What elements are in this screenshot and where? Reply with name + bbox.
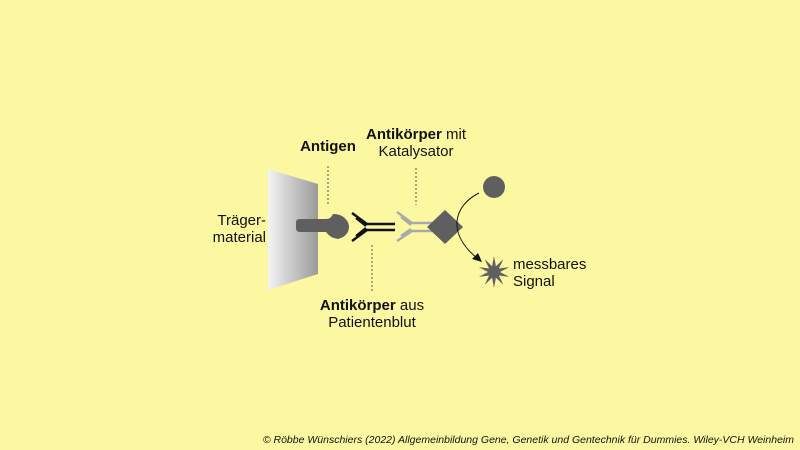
patient-antibody (351, 212, 395, 242)
patient-antibody-label-line2: Patientenblut (328, 314, 416, 331)
catalyst-antibody-label-line2: Katalysator (378, 143, 454, 160)
antigen-label-text: Antigen (300, 138, 356, 155)
signal-star (478, 256, 510, 288)
carrier-plate (268, 169, 318, 290)
carrier-label: Träger- material (196, 212, 266, 246)
antigen-label: Antigen (290, 138, 366, 155)
substrate-circle (483, 176, 505, 198)
catalyst-antibody-label: Antikörper mit Katalysator (350, 126, 482, 160)
antigen-shape (296, 214, 349, 239)
signal-label-line2: Signal (513, 273, 555, 290)
reaction-arrowhead (472, 253, 482, 262)
patient-antibody-label: Antikörper aus Patientenblut (304, 297, 440, 331)
catalyst-diamond (427, 210, 463, 244)
carrier-label-line1: Träger- (217, 212, 266, 229)
catalyst-antibody-label-bold: Antikörper (365, 126, 442, 143)
patient-antibody-label-rest: aus (395, 297, 425, 314)
signal-label-line1: messbares (513, 256, 587, 273)
catalyst-antibody-label-rest: mit (441, 126, 466, 143)
copyright-credit: © Röbbe Wünschiers (2022) Allgemeinbildu… (262, 434, 794, 446)
carrier-label-line2: material (212, 229, 266, 246)
signal-label: messbares Signal (513, 256, 613, 290)
patient-antibody-label-bold: Antikörper (319, 297, 396, 314)
reaction-arrow (456, 192, 480, 260)
catalyst-antibody (396, 211, 432, 242)
